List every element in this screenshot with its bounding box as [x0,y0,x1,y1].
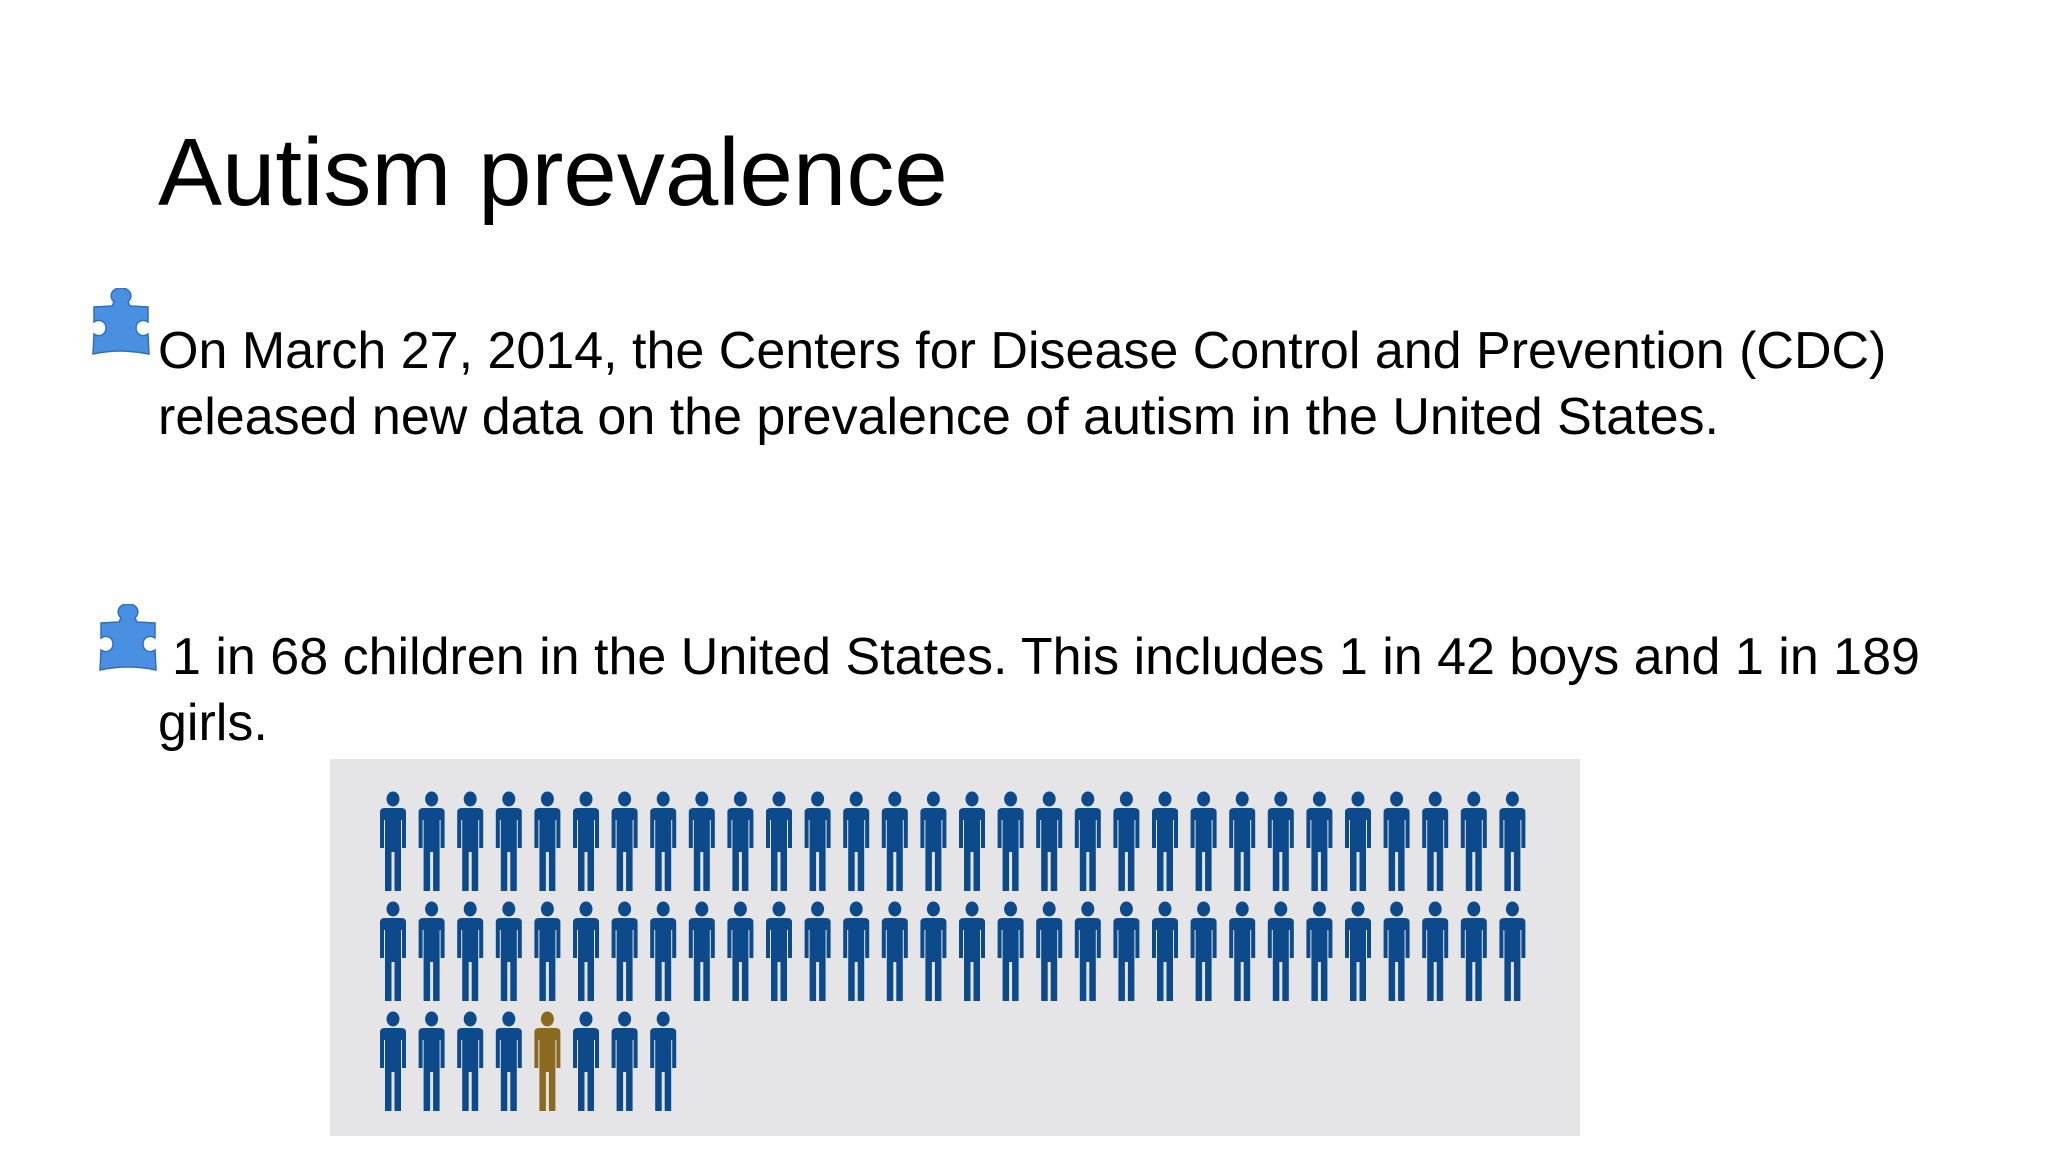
person-figure [1499,901,1526,1001]
person-figure [1152,791,1178,891]
person-figure [457,1011,484,1111]
person-figure [1267,901,1294,1001]
person-figure [843,791,870,891]
person-figure [727,901,754,1001]
person-figure [766,791,792,891]
person-figure [881,791,908,891]
person-figure [650,1011,677,1111]
person-figure [688,901,715,1001]
person-figure [380,901,406,1001]
bullet-text: 1 in 68 children in the United States. T… [158,628,1920,752]
person-figure [1383,901,1410,1001]
person-figure [1113,791,1140,891]
person-figure [495,791,522,891]
person-figure [418,1011,445,1111]
person-figure [495,1011,522,1111]
person-figure [1345,901,1371,1001]
bullet-cdc-release: On March 27, 2014, the Centers for Disea… [158,318,1958,450]
person-figure [418,901,445,1001]
person-figure [457,901,484,1001]
person-figure-highlighted [534,1011,561,1111]
person-figure [1422,901,1449,1001]
person-figure [1229,791,1256,891]
person-figure [804,791,831,891]
person-figure [804,901,831,1001]
person-figure [650,901,677,1001]
person-figure [1190,791,1217,891]
person-figure [380,1011,406,1111]
person-figure [920,791,947,891]
person-figure [920,901,947,1001]
person-figure [495,901,522,1001]
person-figure [1229,901,1256,1001]
people-figures [380,791,1526,1111]
person-figure [959,901,985,1001]
person-figure [727,791,754,891]
person-figure [1074,901,1101,1001]
person-figure [1152,901,1178,1001]
person-figure [1422,791,1449,891]
bullet-prevalence: 1 in 68 children in the United States. T… [158,624,1958,756]
person-figure [611,901,638,1001]
prevalence-infographic [330,759,1580,1136]
person-figure [881,901,908,1001]
person-figure [843,901,870,1001]
puzzle-piece-icon [99,604,157,671]
person-figure [959,791,985,891]
person-figure [1460,791,1487,891]
person-figure [611,791,638,891]
person-figure [534,791,561,891]
person-figure [1345,791,1371,891]
slide-title: Autism prevalence [158,119,948,226]
person-figure [1036,901,1063,1001]
person-figure [573,791,599,891]
person-figure [1499,791,1526,891]
person-figure [688,791,715,891]
person-figure [573,901,599,1001]
person-figure [534,901,561,1001]
puzzle-piece-icon [92,288,150,355]
person-figure [766,901,792,1001]
person-figure [1267,791,1294,891]
person-figure [1383,791,1410,891]
person-figure [573,1011,599,1111]
person-figure [997,791,1024,891]
person-figure [1306,791,1333,891]
person-figure [650,791,677,891]
person-figure [418,791,445,891]
person-figure [457,791,484,891]
bullet-text: On March 27, 2014, the Centers for Disea… [158,322,1887,446]
person-figure [380,791,406,891]
person-figure [611,1011,638,1111]
person-figure [1460,901,1487,1001]
person-figure [1036,791,1063,891]
person-figure [997,901,1024,1001]
person-figure [1190,901,1217,1001]
person-figure [1074,791,1101,891]
person-figure [1113,901,1140,1001]
person-figure [1306,901,1333,1001]
